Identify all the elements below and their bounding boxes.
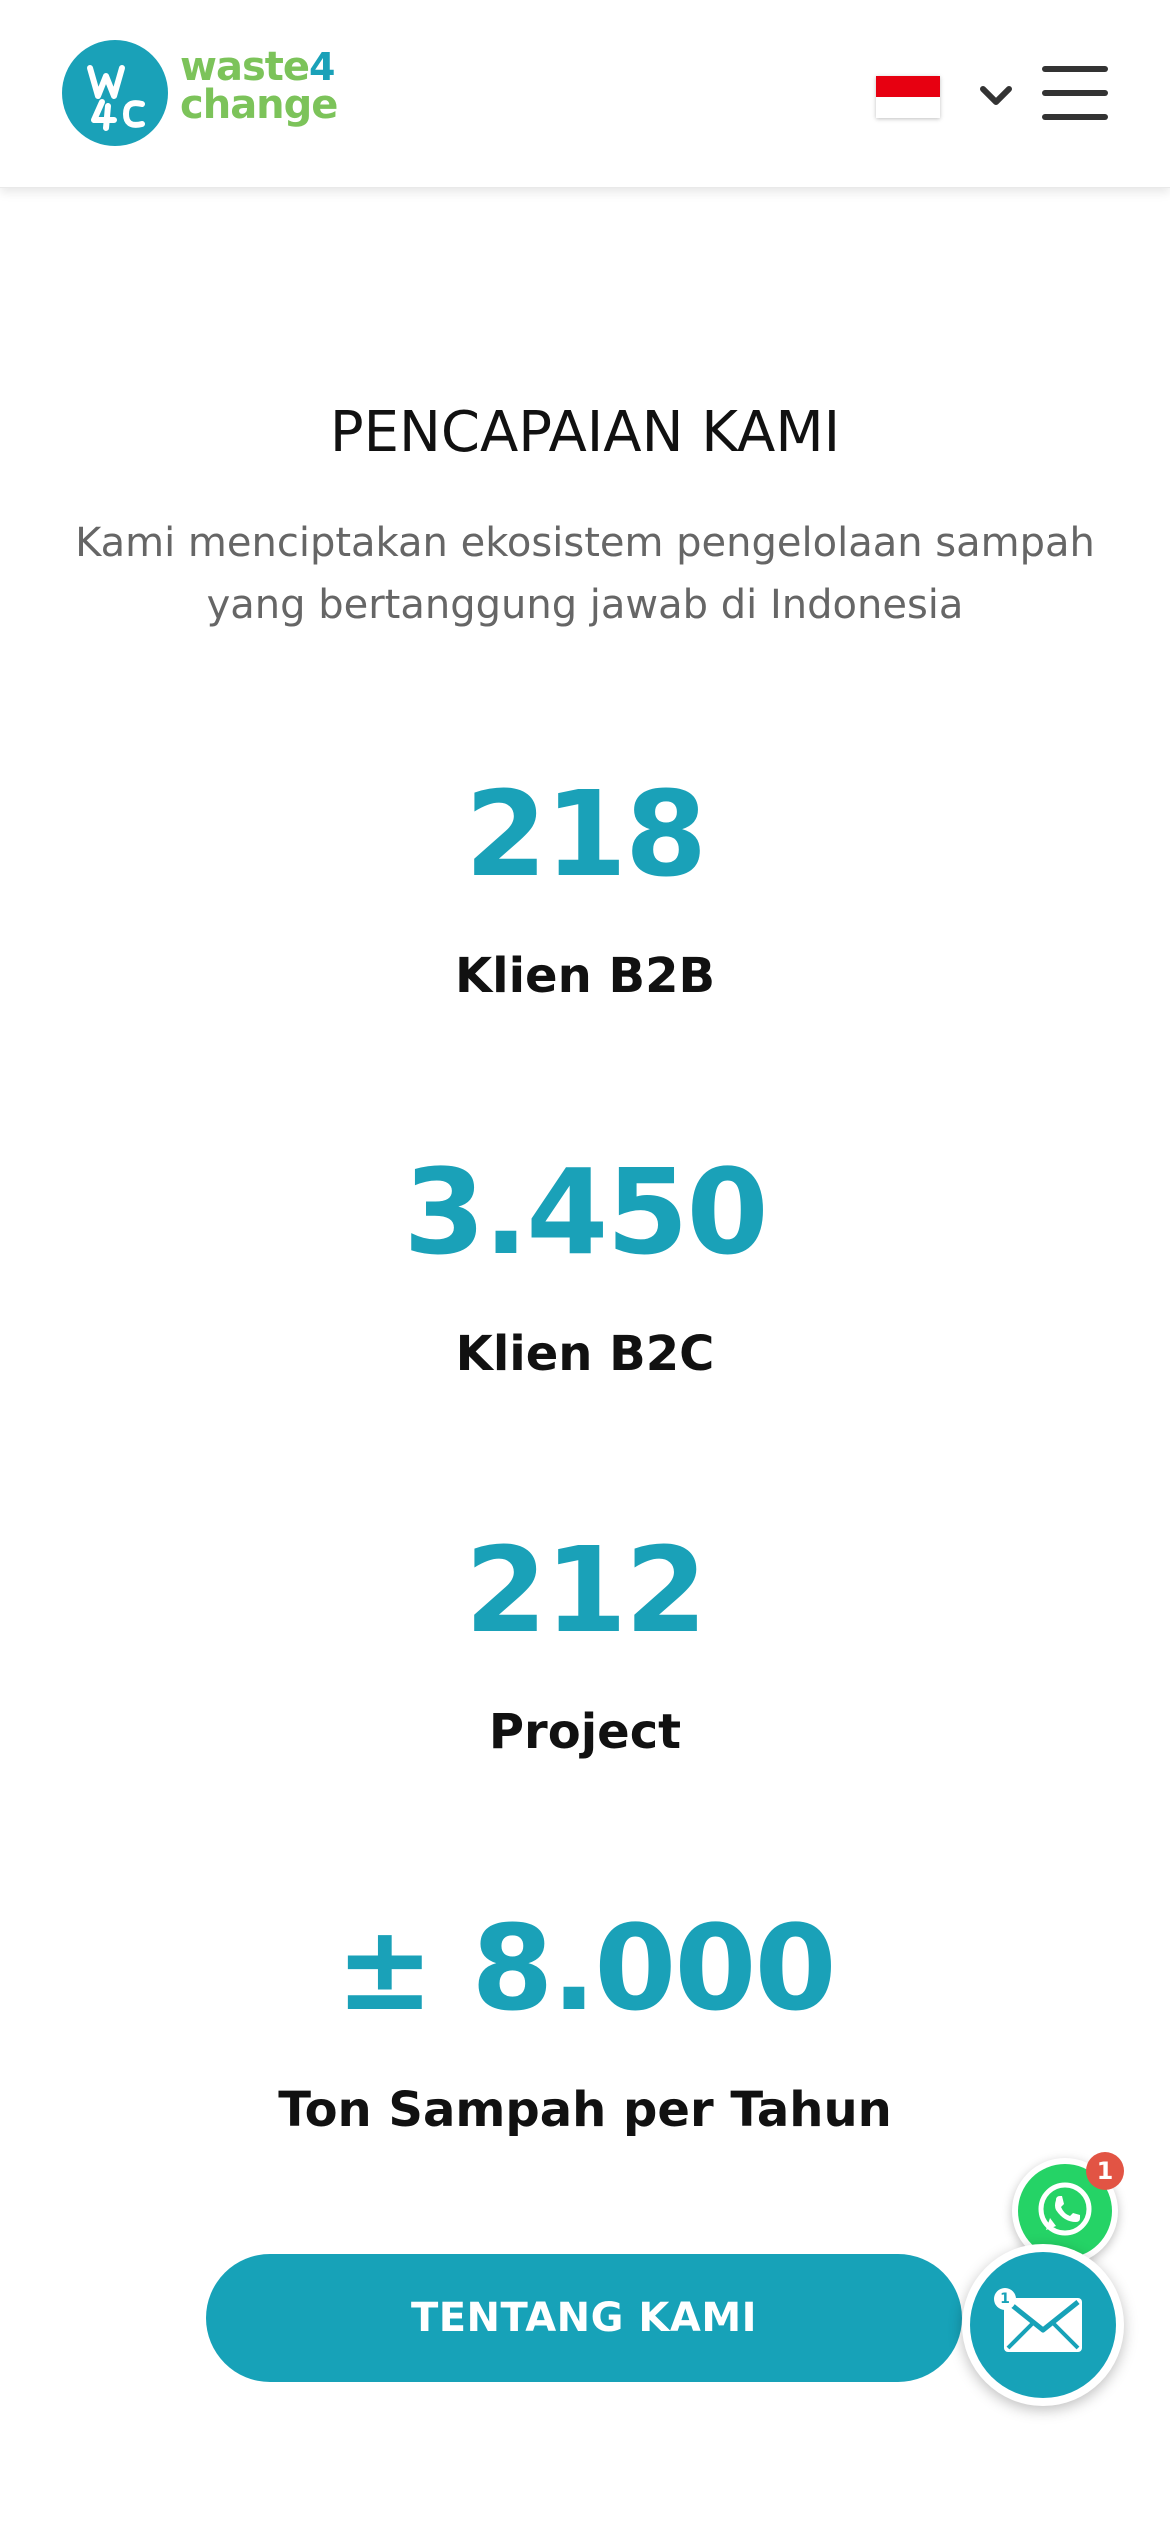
stat-label: Klien B2B	[454, 948, 716, 1004]
chevron-down-icon[interactable]	[978, 82, 1014, 110]
stat-label: Klien B2C	[455, 1326, 715, 1382]
stat-value: ± 8.000	[335, 1899, 836, 2037]
stat-value: 3.450	[403, 1143, 768, 1281]
stat-label: Ton Sampah per Tahun	[278, 2082, 892, 2138]
contact-mail-button[interactable]	[962, 2244, 1124, 2406]
logo-text-waste: waste	[180, 44, 310, 90]
hamburger-icon[interactable]	[1042, 66, 1108, 120]
stat-b2c: 3.450 Klien B2C	[0, 1142, 1170, 1384]
envelope-icon	[970, 2252, 1116, 2398]
flag-red-band	[876, 76, 940, 97]
mail-notification-badge: 1	[994, 2288, 1016, 2310]
site-header: waste4 change	[0, 0, 1170, 188]
flag-white-band	[876, 97, 940, 118]
stat-value: 218	[464, 765, 707, 903]
stat-b2b: 218 Klien B2B	[0, 764, 1170, 1006]
stat-label: Project	[488, 1704, 682, 1760]
stat-value: 212	[464, 1521, 707, 1659]
logo-mark-icon	[62, 40, 168, 146]
logo-text-change: change	[180, 82, 338, 128]
stat-project: 212 Project	[0, 1520, 1170, 1762]
hamburger-line-bottom	[1042, 114, 1108, 120]
logo-wordmark: waste4 change	[180, 45, 338, 125]
hamburger-line-middle	[1042, 90, 1108, 96]
whatsapp-notification-badge: 1	[1086, 2152, 1124, 2190]
indonesia-flag-icon[interactable]	[876, 76, 940, 118]
page-title: PENCAPAIAN KAMI	[329, 400, 841, 465]
hamburger-line-top	[1042, 66, 1108, 72]
about-us-button[interactable]: TENTANG KAMI	[206, 2254, 962, 2382]
waste4change-logo[interactable]: waste4 change	[62, 40, 362, 150]
stat-waste-tonnage: ± 8.000 Ton Sampah per Tahun	[0, 1898, 1170, 2140]
logo-text-four: 4	[309, 45, 335, 89]
page-subtitle: Kami menciptakan ekosistem pengelolaan s…	[75, 520, 1095, 628]
